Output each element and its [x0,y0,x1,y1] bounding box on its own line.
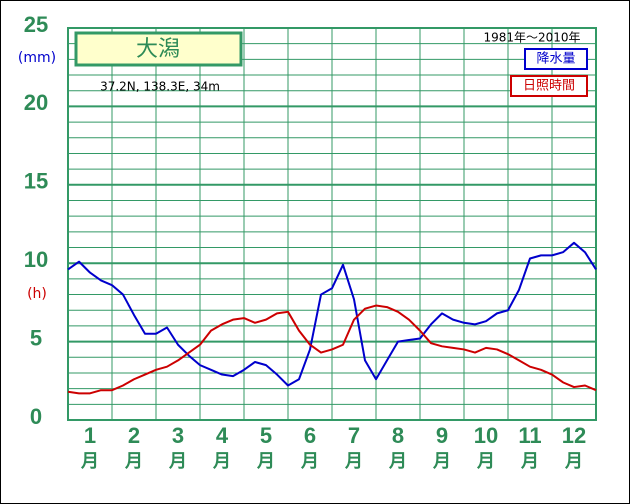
x-unit: 月 [388,451,407,472]
data-line [67,304,597,395]
plot-frame [67,27,597,421]
y-unit-sun: (h) [27,286,47,302]
x-unit: 月 [476,451,495,472]
legend-label: 降水量 [536,52,575,67]
x-tick-label: 1 [84,423,96,448]
x-tick-label: 10 [474,423,498,448]
y-tick-label: 25 [24,12,48,37]
x-tick-label: 9 [436,423,448,448]
x-unit: 月 [564,451,583,472]
title-box [74,31,243,67]
x-unit: 月 [300,451,319,472]
x-unit: 月 [432,451,451,472]
y-tick-label: 20 [24,90,48,115]
x-unit: 月 [80,451,99,472]
x-unit: 月 [520,451,539,472]
x-tick-label: 5 [260,423,272,448]
y-tick-label: 10 [24,247,48,272]
subtitle: 37.2N, 138.3E, 34m [100,80,220,94]
y-tick-label: 0 [30,404,42,429]
x-unit: 月 [212,451,231,472]
x-tick-label: 4 [216,423,229,448]
x-unit: 月 [168,451,187,472]
x-tick-label: 6 [304,423,316,448]
x-unit: 月 [124,451,143,472]
y-tick-label: 5 [30,325,42,350]
x-unit: 月 [256,451,275,472]
legend-box [524,48,588,70]
x-unit: 月 [344,451,363,472]
chart-title: 大潟 [136,37,180,62]
y-tick-label: 15 [24,169,48,194]
grid [67,27,597,421]
x-tick-label: 8 [392,423,404,448]
data-line [67,241,597,387]
x-tick-label: 11 [518,423,541,448]
y-unit-precip: (mm) [18,50,56,66]
x-tick-label: 2 [128,423,140,448]
lines [67,241,597,395]
period: 1981年〜2010年 [483,31,580,45]
legend-box [510,75,588,97]
legend-label: 日照時間 [523,79,575,94]
x-tick-label: 12 [562,423,586,448]
x-tick-label: 3 [172,423,184,448]
x-tick-label: 7 [348,423,360,448]
